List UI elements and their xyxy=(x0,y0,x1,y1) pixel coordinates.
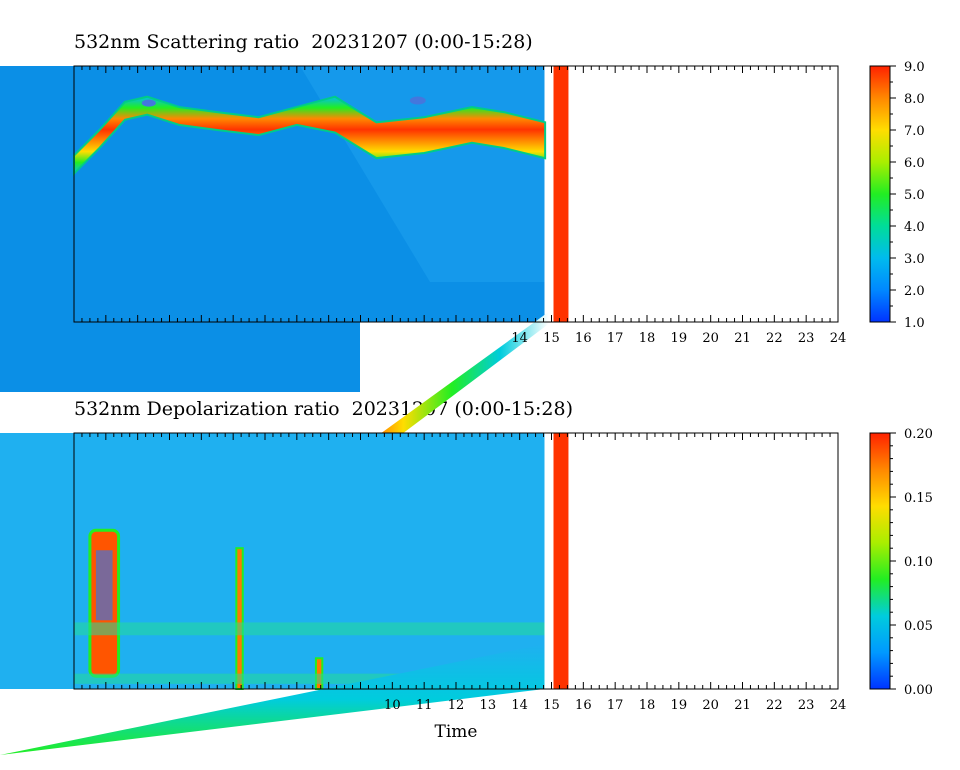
colorbar-tick-label: 2.0 xyxy=(904,284,925,299)
x-tick-label: 15 xyxy=(543,331,560,346)
data-gap-marker xyxy=(553,66,569,322)
data-gap-marker xyxy=(553,433,569,689)
depol-band xyxy=(74,673,545,684)
colorbar-tick-label: 0.00 xyxy=(904,683,933,698)
x-tick-label: 24 xyxy=(830,698,847,713)
depol-wedge xyxy=(0,644,545,755)
x-tick-label: 14 xyxy=(511,331,528,346)
depol-streak xyxy=(235,547,244,691)
x-tick-label: 16 xyxy=(575,698,592,713)
x-tick-label: 22 xyxy=(766,698,783,713)
x-tick-label: 20 xyxy=(702,698,719,713)
x-tick-label: 21 xyxy=(734,331,751,346)
colorbar xyxy=(869,65,891,323)
x-tick-label: 24 xyxy=(830,331,847,346)
x-tick-label: 21 xyxy=(734,698,751,713)
x-tick-label: 17 xyxy=(607,331,624,346)
layer-pocket xyxy=(409,96,426,105)
x-tick-label: 15 xyxy=(543,698,560,713)
colorbar-tick-label: 1.0 xyxy=(904,316,925,331)
colorbar-tick-label: 0.10 xyxy=(904,555,933,570)
chart-title-scattering: 532nm Scattering ratio 20231207 (0:00-15… xyxy=(74,31,533,53)
depol-band xyxy=(74,622,545,636)
x-tick-label: 18 xyxy=(639,698,656,713)
colorbar-tick-label: 0.05 xyxy=(904,619,933,634)
x-tick-label: 23 xyxy=(798,698,815,713)
colorbar-tick-label: 0.20 xyxy=(904,427,933,442)
x-tick-label: 22 xyxy=(766,331,783,346)
layer-pocket xyxy=(141,99,156,107)
scattering-panel: 14 15 16 17 18 19 20 21 22 23 24 1.0 2.0 3.0 4.0 5.0 6.0… xyxy=(0,60,925,452)
colorbar-tick-label: 5.0 xyxy=(904,188,925,203)
colorbar xyxy=(869,432,891,690)
data-field-overflow xyxy=(0,322,360,392)
x-tick-label: 23 xyxy=(798,331,815,346)
colorbar-tick-label: 9.0 xyxy=(904,60,925,75)
x-tick-label: 13 xyxy=(480,698,497,713)
x-axis-title: Time xyxy=(435,722,478,742)
artifact-streak xyxy=(355,312,549,452)
colorbar-tick-label: 3.0 xyxy=(904,252,925,267)
x-tick-label: 10 xyxy=(384,698,401,713)
colorbar-tick-label: 6.0 xyxy=(904,156,925,171)
x-tick-label: 12 xyxy=(448,698,465,713)
x-tick-label: 19 xyxy=(671,698,688,713)
colorbar-tick-label: 4.0 xyxy=(904,220,925,235)
x-tick-label: 11 xyxy=(416,698,433,713)
x-tick-label: 18 xyxy=(639,331,656,346)
x-tick-label: 20 xyxy=(702,331,719,346)
depol-plume-core xyxy=(95,550,113,621)
colorbar-tick-label: 7.0 xyxy=(904,124,925,139)
colorbar-tick-label: 8.0 xyxy=(904,92,925,107)
colorbar-tick-label: 0.15 xyxy=(904,491,933,506)
x-tick-label: 16 xyxy=(575,331,592,346)
depolarization-panel: 10 11 12 13 14 15 16 17 18 19 20 21 22 23 24 0.00 0.05 0.… xyxy=(0,427,933,755)
x-tick-label: 14 xyxy=(511,698,528,713)
x-tick-label: 17 xyxy=(607,698,624,713)
aerosol-layer xyxy=(73,95,547,176)
x-tick-label: 19 xyxy=(671,331,688,346)
data-field xyxy=(0,433,545,689)
